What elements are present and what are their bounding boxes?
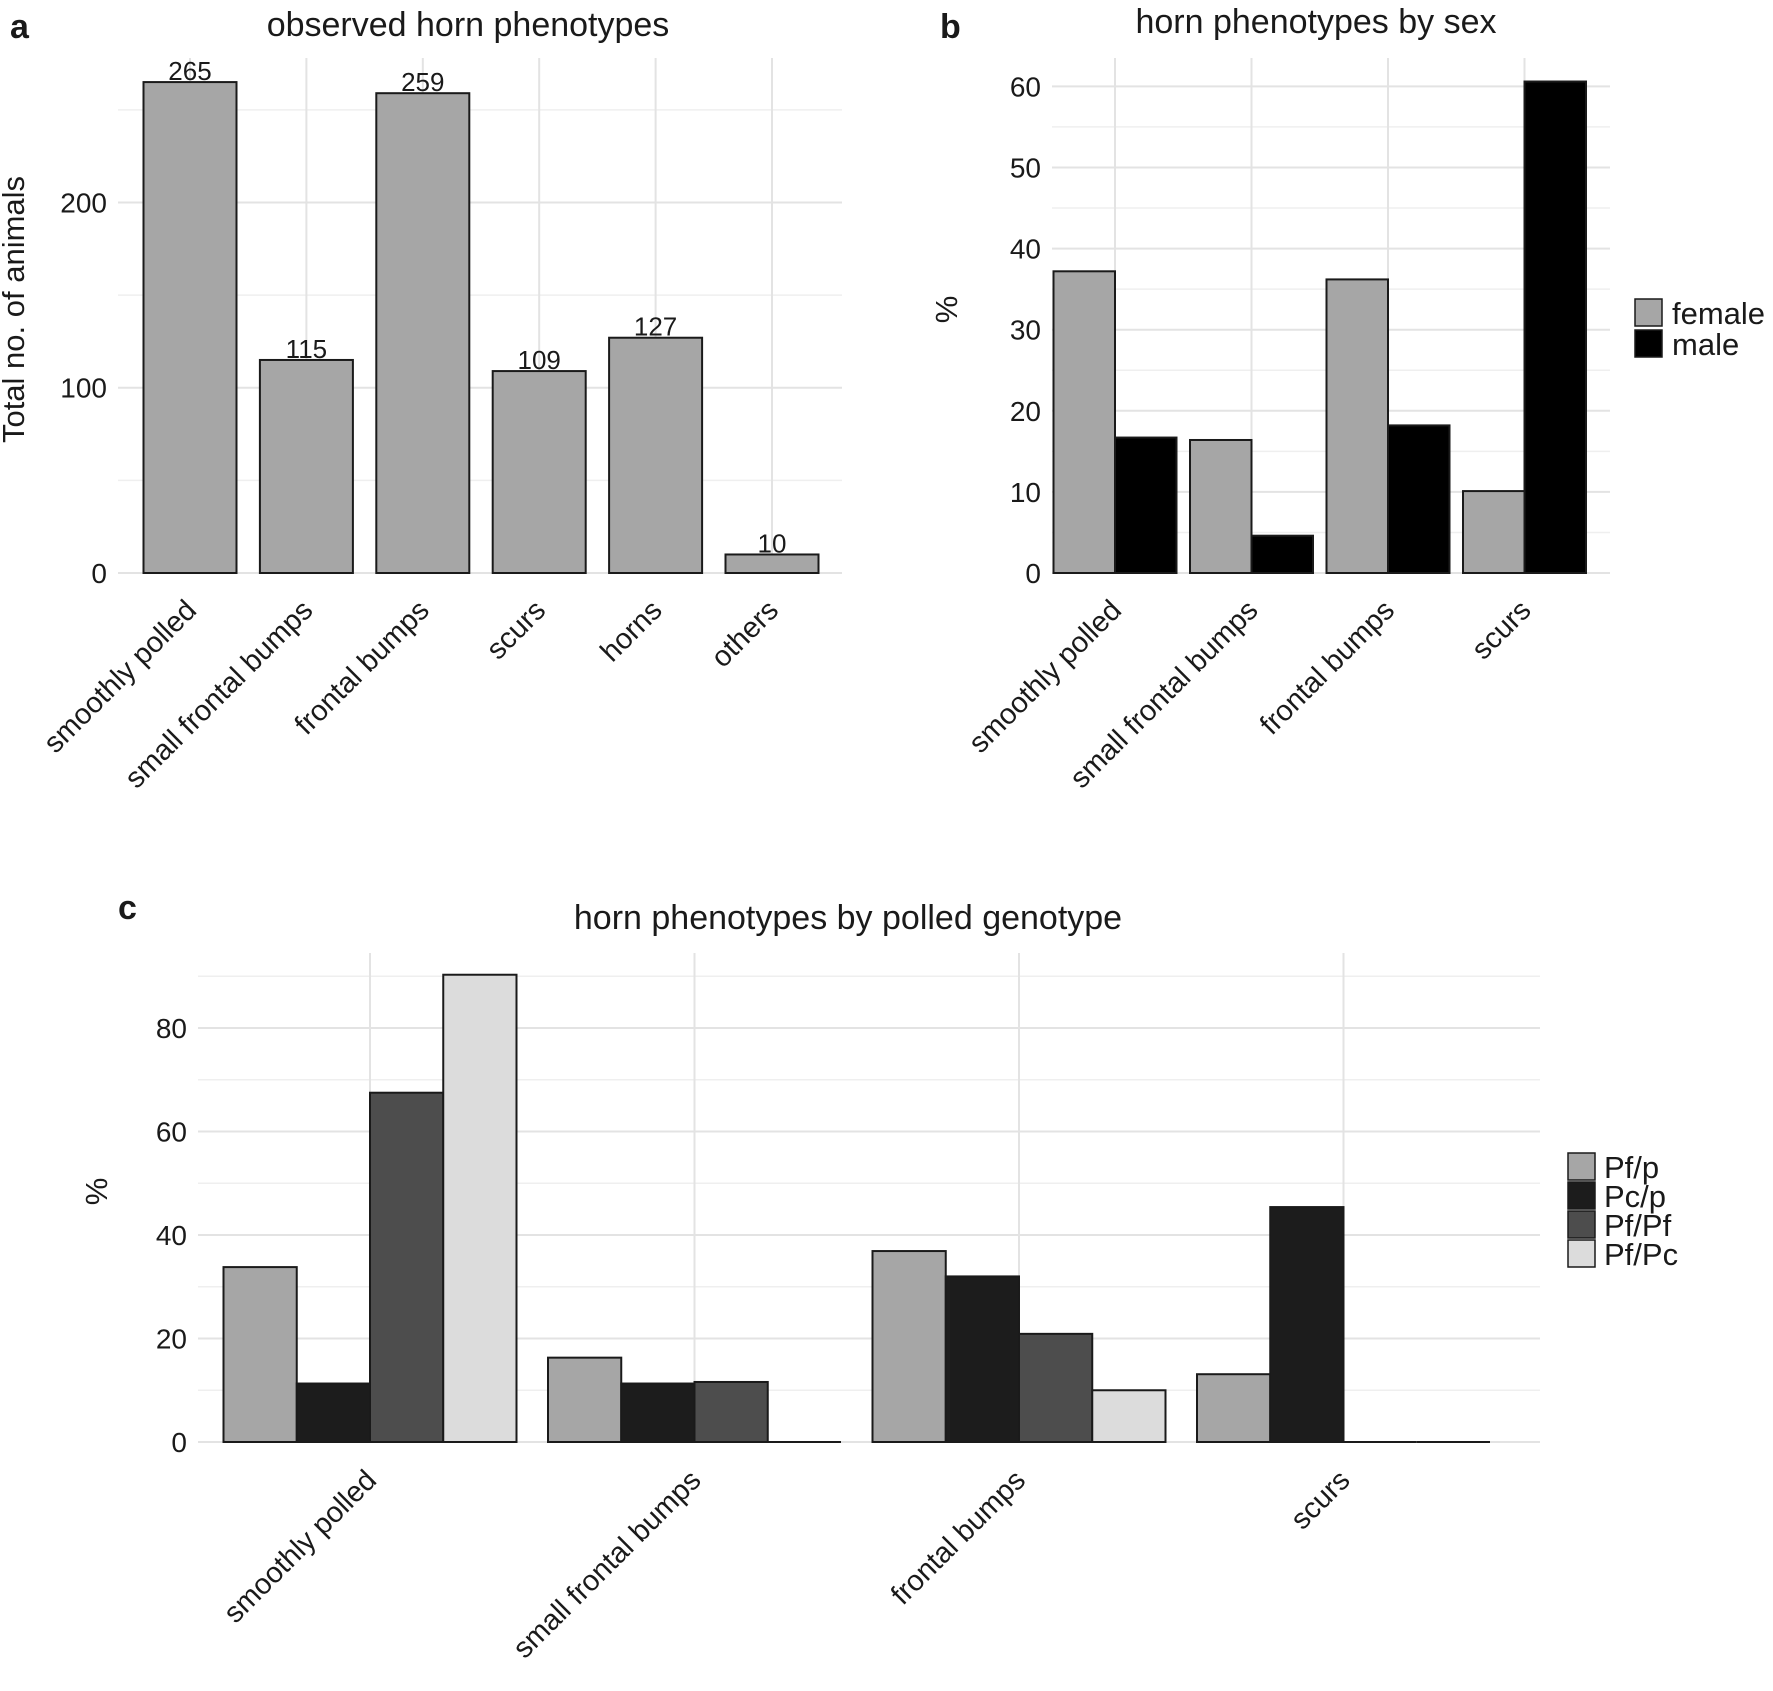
y-tick-label: 10 (1010, 477, 1041, 508)
bar-frontal-bumps-male (1387, 424, 1451, 574)
legend-swatch-pc-p (1567, 1181, 1596, 1210)
y-axis-label: % (79, 1178, 114, 1206)
y-axis-label: Total no. of animals (0, 176, 31, 443)
bar-frontal-bumps (375, 92, 471, 574)
legend-swatch-pf-pc (1567, 1239, 1596, 1268)
bar-smoothly-polled-male (1114, 436, 1178, 574)
y-tick-label: 200 (60, 187, 107, 218)
x-category-label: small frontal bumps (507, 1464, 707, 1664)
bar-smoothly-polled-female (1052, 270, 1116, 574)
x-category-label: horns (595, 594, 669, 668)
x-category-label: smoothly polled (218, 1464, 383, 1629)
data-label-small-frontal-bumps: 115 (286, 334, 327, 364)
bar-frontal-bumps-female (1325, 278, 1389, 574)
x-category-label: frontal bumps (1254, 594, 1401, 741)
y-tick-label: 60 (156, 1117, 187, 1148)
legend-swatch-male (1634, 329, 1663, 358)
bars (142, 81, 820, 575)
bar-scurs-pf-p (1196, 1373, 1272, 1443)
y-tick-label: 0 (171, 1427, 187, 1458)
legend-swatch-pf-pf (1567, 1210, 1596, 1239)
legend-swatch-female (1634, 298, 1663, 327)
panel-c: 0 20 40 60 80 smoothly polled small frontal bu… (79, 889, 1678, 1665)
legend-label-pc-p: Pc/p (1604, 1179, 1666, 1214)
y-tick-label: 20 (156, 1324, 187, 1355)
bar-scurs-pc-p (1269, 1206, 1345, 1443)
bar-small-frontal-bumps-pc-p (620, 1382, 696, 1443)
legend-label-pf-pc: Pf/Pc (1604, 1237, 1678, 1272)
bar-smoothly-polled-pf-pf (369, 1091, 445, 1443)
data-label-frontal-bumps: 259 (401, 67, 444, 97)
data-label-horns: 127 (634, 312, 677, 342)
panel-letter: c (118, 889, 137, 927)
y-tick-label: 20 (1010, 396, 1041, 427)
legend-label-pf-pf: Pf/Pf (1604, 1208, 1672, 1243)
chart-title: observed horn phenotypes (267, 6, 670, 44)
y-tick-label: 80 (156, 1013, 187, 1044)
y-tick-label: 60 (1010, 71, 1041, 102)
bar-smoothly-polled (142, 81, 238, 574)
y-axis-label: % (929, 296, 964, 324)
bar-small-frontal-bumps-male (1250, 534, 1314, 575)
bars (1052, 80, 1587, 575)
bar-small-frontal-bumps-pf-p (547, 1356, 623, 1443)
legend-label-female: female (1672, 296, 1765, 331)
x-category-label: scurs (481, 594, 553, 666)
bar-frontal-bumps-pf-pf (1018, 1332, 1094, 1444)
data-label-smoothly-polled: 265 (168, 56, 211, 86)
bar-scurs-male (1523, 80, 1587, 574)
data-label-others: 10 (758, 528, 787, 558)
legend-label-pf-p: Pf/p (1604, 1150, 1659, 1185)
panel-letter: b (940, 8, 961, 46)
bar-others (724, 553, 820, 574)
y-tick-label: 100 (60, 373, 107, 404)
y-tick-label: 40 (156, 1220, 187, 1251)
bar-small-frontal-bumps-female (1189, 438, 1253, 574)
y-tick-label: 0 (1025, 558, 1041, 589)
bars (222, 973, 1490, 1444)
bar-smoothly-polled-pc-p (295, 1382, 371, 1443)
bar-horns (608, 336, 704, 575)
bar-smoothly-polled-pf-p (222, 1266, 298, 1443)
chart-title: horn phenotypes by polled genotype (574, 899, 1122, 937)
legend-label-male: male (1672, 327, 1739, 362)
legend-swatch-pf-p (1567, 1152, 1596, 1181)
bar-frontal-bumps-pc-p (944, 1275, 1020, 1444)
bar-smoothly-polled-pf-pc (442, 973, 518, 1443)
bar-small-frontal-bumps-pf-pf (693, 1380, 769, 1444)
x-category-label: scurs (1466, 594, 1538, 666)
panel-letter: a (10, 8, 30, 46)
y-tick-label: 0 (91, 558, 107, 589)
data-label-scurs: 109 (518, 345, 561, 375)
chart-title: horn phenotypes by sex (1135, 3, 1496, 41)
bar-scurs (491, 370, 587, 574)
x-category-label: others (705, 594, 785, 674)
bar-small-frontal-bumps (258, 358, 354, 574)
bar-frontal-bumps-pf-p (871, 1250, 947, 1443)
bar-scurs-female (1462, 490, 1526, 574)
x-category-label: frontal bumps (885, 1464, 1032, 1611)
y-tick-label: 50 (1010, 152, 1041, 183)
y-tick-label: 40 (1010, 234, 1041, 265)
x-category-label: scurs (1285, 1464, 1357, 1536)
bar-frontal-bumps-pf-pc (1091, 1389, 1167, 1444)
y-tick-label: 30 (1010, 315, 1041, 346)
